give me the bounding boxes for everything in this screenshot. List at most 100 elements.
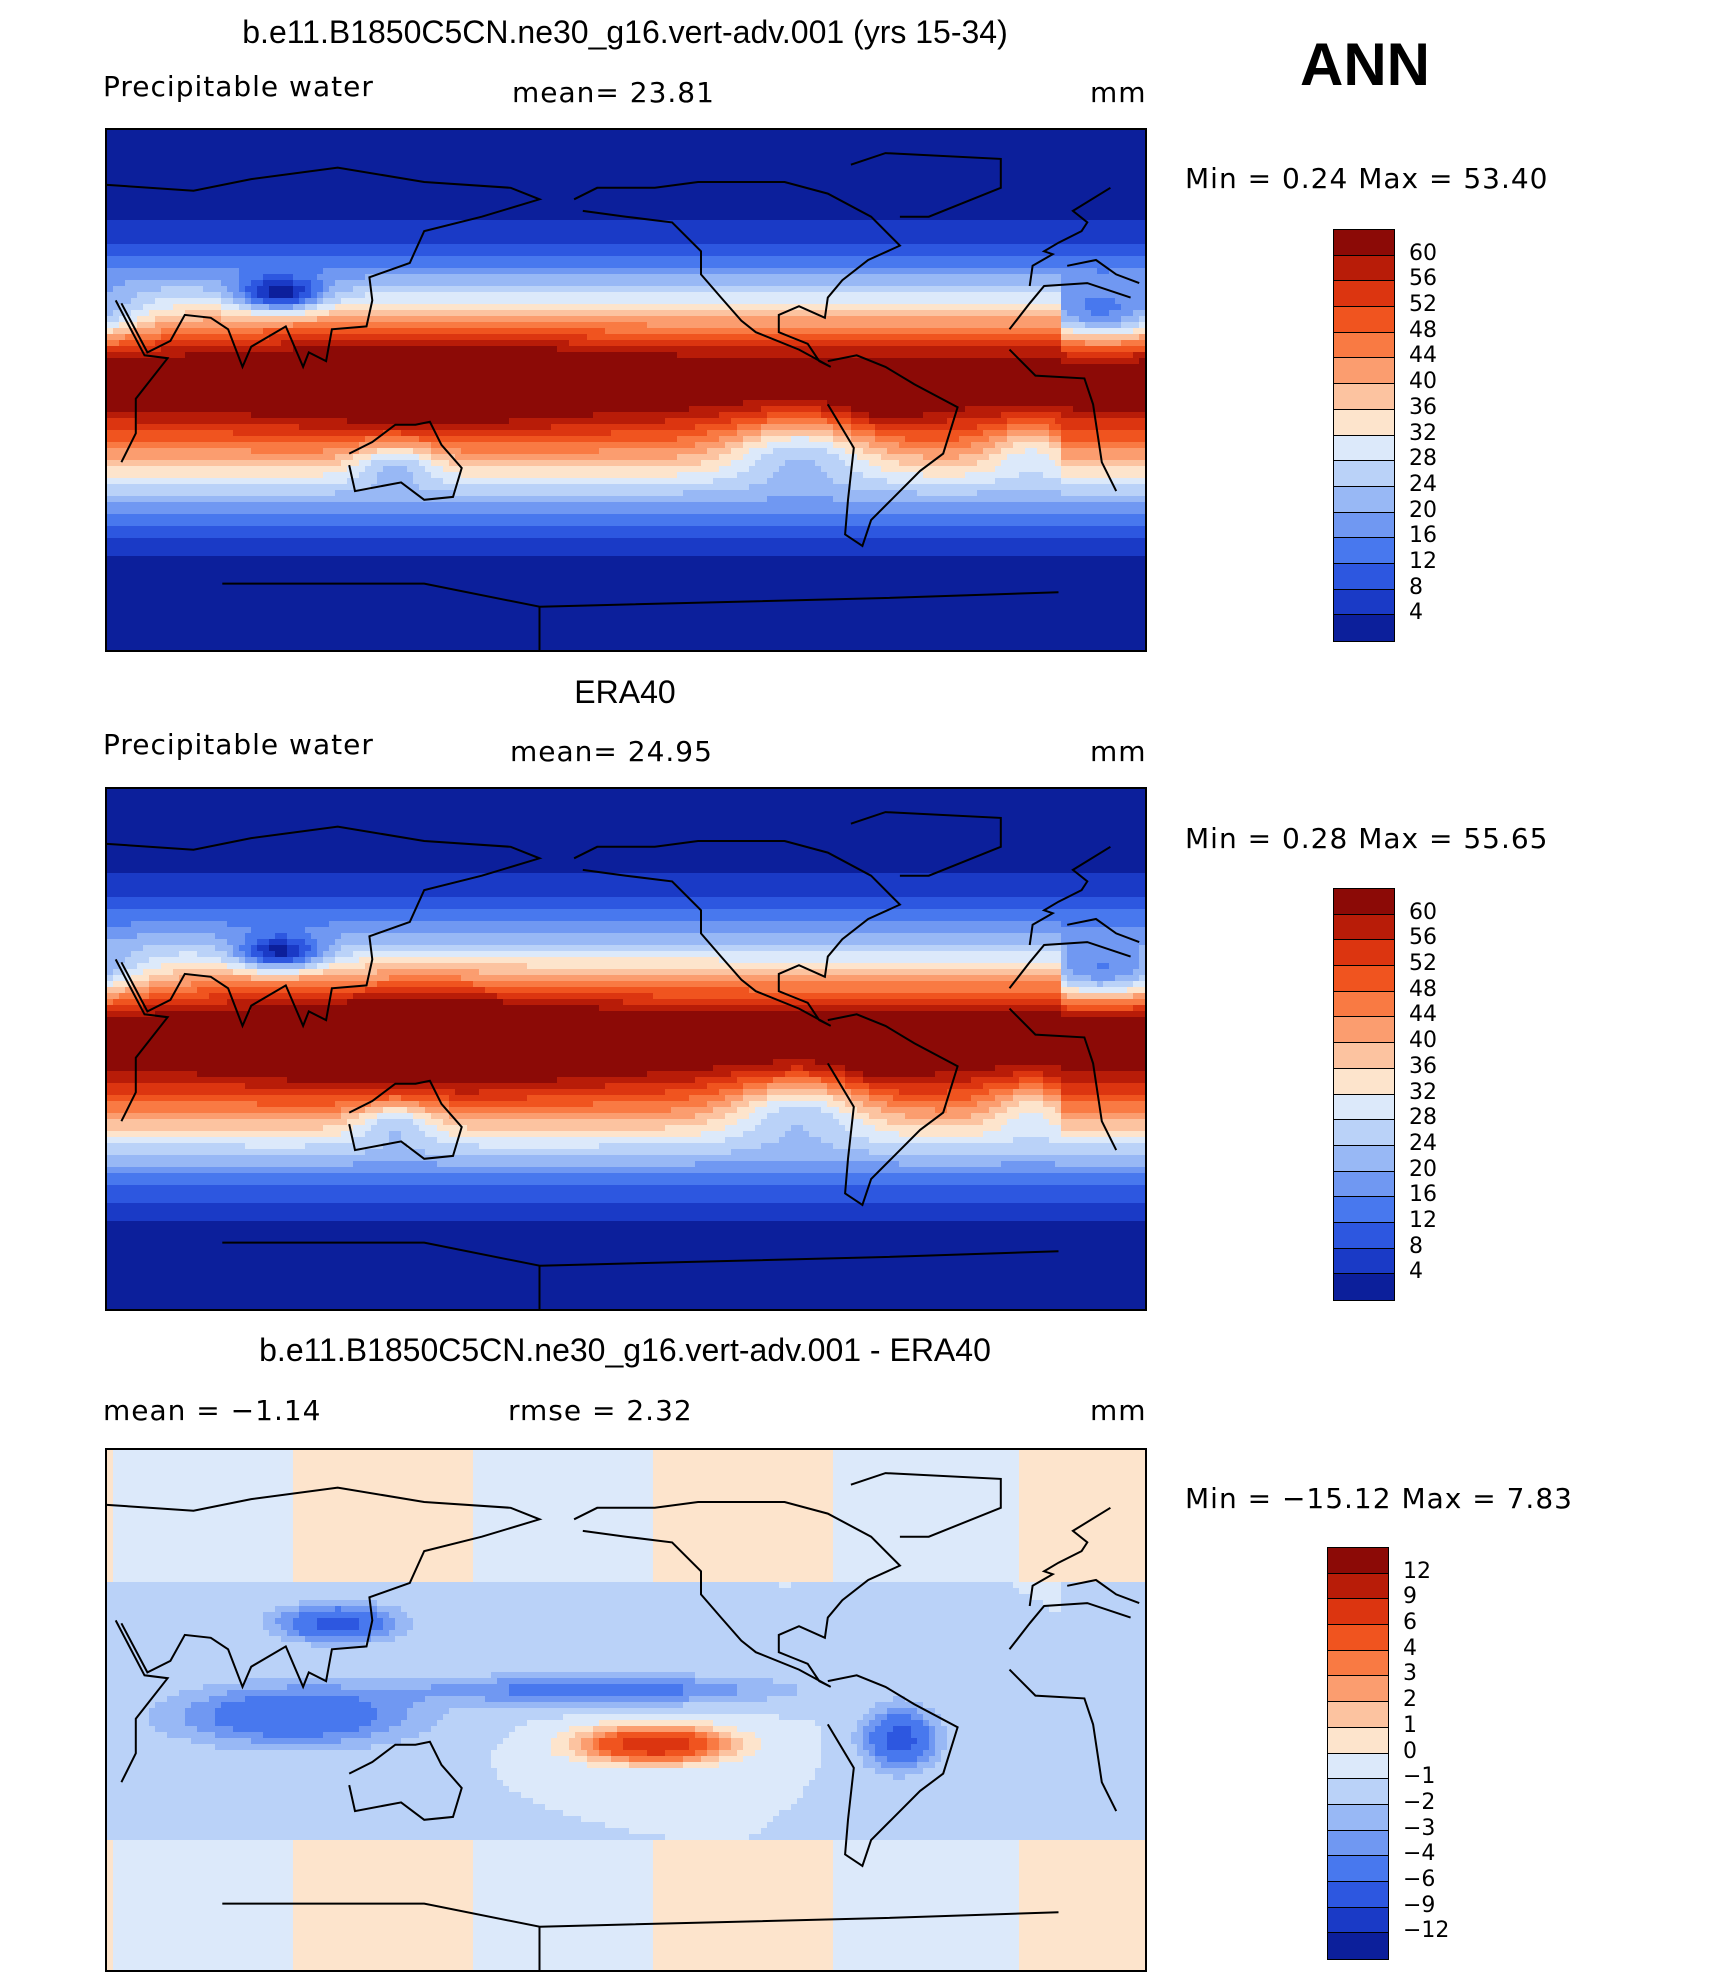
field-cell (905, 298, 912, 305)
field-cell (269, 166, 276, 173)
field-cell (161, 196, 168, 203)
field-cell (563, 148, 570, 155)
field-cell (191, 130, 198, 137)
field-cell (401, 184, 408, 191)
field-cell (929, 238, 936, 245)
field-cell (1127, 154, 1134, 161)
field-cell (701, 214, 708, 221)
field-cell (1133, 190, 1140, 197)
field-cell (395, 148, 402, 155)
field-cell (239, 238, 246, 245)
field-cell (1031, 250, 1038, 257)
field-cell (107, 292, 114, 299)
field-cell (839, 250, 846, 257)
field-cell (791, 280, 798, 287)
field-cell (329, 172, 336, 179)
field-cell (857, 214, 864, 221)
field-cell (293, 214, 300, 221)
field-cell (593, 298, 600, 305)
field-cell (641, 172, 648, 179)
field-cell (773, 232, 780, 239)
field-cell (911, 238, 918, 245)
field-cell (413, 214, 420, 221)
field-cell (1091, 148, 1098, 155)
field-cell (107, 238, 114, 245)
field-cell (1097, 232, 1104, 239)
field-cell (911, 250, 918, 257)
field-cell (173, 268, 180, 275)
field-cell (683, 196, 690, 203)
field-cell (677, 256, 684, 263)
field-cell (1031, 178, 1038, 185)
field-cell (521, 232, 528, 239)
field-cell (599, 178, 606, 185)
field-cell (473, 160, 480, 167)
field-cell (125, 148, 132, 155)
field-cell (923, 190, 930, 197)
field-cell (863, 184, 870, 191)
field-cell (815, 142, 822, 149)
field-cell (365, 238, 372, 245)
field-cell (623, 142, 630, 149)
field-cell (173, 172, 180, 179)
field-cell (809, 232, 816, 239)
field-cell (263, 286, 270, 293)
field-cell (1067, 274, 1074, 281)
field-cell (473, 154, 480, 161)
field-cell (1061, 268, 1068, 275)
field-cell (233, 148, 240, 155)
field-cell (341, 202, 348, 209)
field-cell (275, 268, 282, 275)
field-cell (647, 208, 654, 215)
field-cell (821, 178, 828, 185)
field-cell (383, 202, 390, 209)
field-cell (1133, 196, 1140, 203)
field-cell (953, 190, 960, 197)
field-cell (173, 286, 180, 293)
field-cell (797, 232, 804, 239)
field-cell (449, 142, 456, 149)
field-cell (863, 166, 870, 173)
field-cell (185, 298, 192, 305)
field-cell (707, 214, 714, 221)
field-cell (623, 256, 630, 263)
field-cell (599, 214, 606, 221)
field-cell (173, 256, 180, 263)
field-cell (113, 172, 120, 179)
field-cell (683, 226, 690, 233)
field-cell (983, 178, 990, 185)
field-cell (1079, 154, 1086, 161)
field-cell (1031, 190, 1038, 197)
field-cell (137, 298, 144, 305)
field-cell (1067, 166, 1074, 173)
field-cell (1091, 226, 1098, 233)
field-cell (593, 274, 600, 281)
field-cell (149, 238, 156, 245)
field-cell (113, 136, 120, 143)
field-cell (857, 280, 864, 287)
field-cell (137, 220, 144, 227)
field-cell (311, 298, 318, 305)
field-cell (641, 250, 648, 257)
field-cell (1127, 256, 1134, 263)
field-cell (1019, 232, 1026, 239)
field-cell (449, 274, 456, 281)
field-cell (503, 280, 510, 287)
field-cell (119, 130, 126, 137)
field-cell (683, 172, 690, 179)
field-cell (677, 214, 684, 221)
field-cell (371, 130, 378, 137)
field-cell (125, 208, 132, 215)
field-cell (833, 172, 840, 179)
field-cell (485, 160, 492, 167)
field-cell (977, 286, 984, 293)
field-cell (179, 148, 186, 155)
field-cell (791, 154, 798, 161)
field-cell (587, 292, 594, 299)
field-cell (869, 292, 876, 299)
field-cell (689, 226, 696, 233)
field-cell (917, 274, 924, 281)
field-cell (287, 262, 294, 269)
field-cell (803, 220, 810, 227)
field-cell (119, 154, 126, 161)
